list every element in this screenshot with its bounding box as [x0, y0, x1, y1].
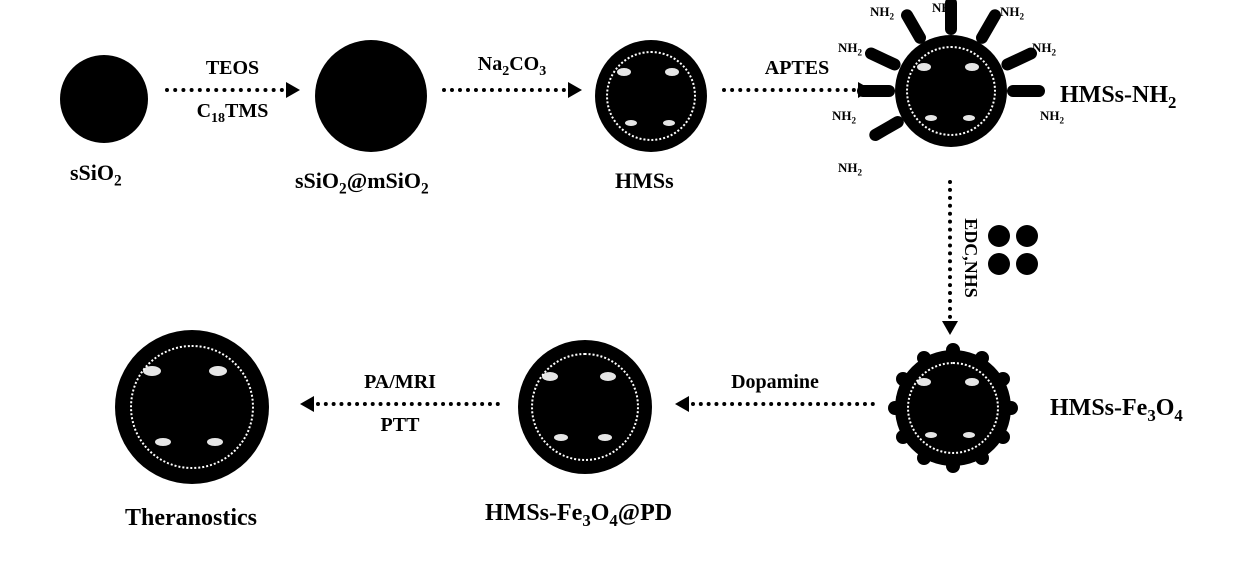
surface-bead	[917, 351, 931, 365]
surface-bead	[946, 459, 960, 473]
tentacle	[857, 85, 895, 97]
tentacle-label: NH2	[870, 4, 894, 22]
sphere-highlight	[542, 372, 558, 381]
sphere-highlight	[207, 438, 223, 446]
tentacle-label: NH2	[1032, 40, 1056, 58]
surface-bead	[896, 430, 910, 444]
surface-bead	[917, 451, 931, 465]
sphere-highlight	[209, 366, 227, 376]
arrow-label: C18TMS	[197, 100, 269, 127]
tentacle	[899, 7, 928, 46]
tentacle-label: NH2	[838, 40, 862, 58]
sphere-highlight	[963, 115, 975, 121]
label-hmss: HMSs	[615, 168, 674, 194]
sphere-ssio2	[60, 55, 148, 143]
sphere-highlight	[600, 372, 616, 381]
reagent-dot	[988, 225, 1010, 247]
arrow-label: TEOS	[206, 57, 259, 80]
tentacle	[863, 46, 903, 73]
sphere-highlight	[963, 432, 975, 438]
sphere-highlight	[965, 378, 979, 386]
arrow-teos: TEOSC18TMS	[165, 88, 300, 92]
sphere-pd	[518, 340, 652, 474]
arrow-label: Dopamine	[731, 371, 819, 394]
sphere-highlight	[598, 434, 612, 441]
tentacle	[974, 7, 1003, 46]
sphere-highlight	[554, 434, 568, 441]
tentacle	[867, 114, 906, 143]
label-nh2: HMSs-NH2	[1060, 82, 1176, 113]
label-thera: Theranostics	[125, 505, 257, 532]
tentacle-label: NH2	[932, 0, 956, 18]
arrow-label: APTES	[765, 57, 829, 80]
arrow-aptes: APTES	[722, 88, 872, 92]
sphere-highlight	[925, 432, 937, 438]
tentacle-label: NH2	[1000, 4, 1024, 22]
tentacle-label: NH2	[1040, 108, 1064, 126]
arrow-dopamine: Dopamine	[675, 402, 875, 406]
tentacle	[1007, 85, 1045, 97]
surface-bead	[888, 401, 902, 415]
tentacle-label: NH2	[838, 160, 862, 178]
surface-bead	[1004, 401, 1018, 415]
arrow-edc-nhs: EDC,NHS	[948, 180, 952, 335]
label-ssio2: sSiO2	[70, 160, 122, 190]
sphere-highlight	[155, 438, 171, 446]
sphere-fe3o4	[895, 350, 1011, 466]
sphere-highlight	[965, 63, 979, 71]
surface-bead	[946, 343, 960, 357]
reagent-dot	[1016, 225, 1038, 247]
sphere-hmss	[595, 40, 707, 152]
arrow-label: Na2CO3	[478, 53, 546, 80]
reagent-dot	[1016, 253, 1038, 275]
arrow-label: PA/MRI	[364, 371, 436, 394]
surface-bead	[996, 372, 1010, 386]
sphere-highlight	[665, 68, 679, 76]
reagent-dot	[988, 253, 1010, 275]
sphere-nh2	[895, 35, 1007, 147]
arrow-label: PTT	[381, 414, 420, 437]
sphere-highlight	[143, 366, 161, 376]
arrow-label: EDC,NHS	[960, 218, 981, 298]
label-msio2: sSiO2@mSiO2	[295, 168, 429, 198]
surface-bead	[896, 372, 910, 386]
sphere-highlight	[625, 120, 637, 126]
sphere-highlight	[925, 115, 937, 121]
arrow-na2co3: Na2CO3	[442, 88, 582, 92]
sphere-highlight	[917, 63, 931, 71]
sphere-highlight	[663, 120, 675, 126]
label-fe3o4: HMSs-Fe3O4	[1050, 395, 1183, 426]
surface-bead	[975, 451, 989, 465]
sphere-msio2	[315, 40, 427, 152]
sphere-thera	[115, 330, 269, 484]
sphere-highlight	[617, 68, 631, 76]
surface-bead	[996, 430, 1010, 444]
surface-bead	[975, 351, 989, 365]
label-pd: HMSs-Fe3O4@PD	[485, 500, 672, 531]
sphere-highlight	[917, 378, 931, 386]
arrow-pa-mri: PA/MRIPTT	[300, 402, 500, 406]
tentacle-label: NH2	[832, 108, 856, 126]
